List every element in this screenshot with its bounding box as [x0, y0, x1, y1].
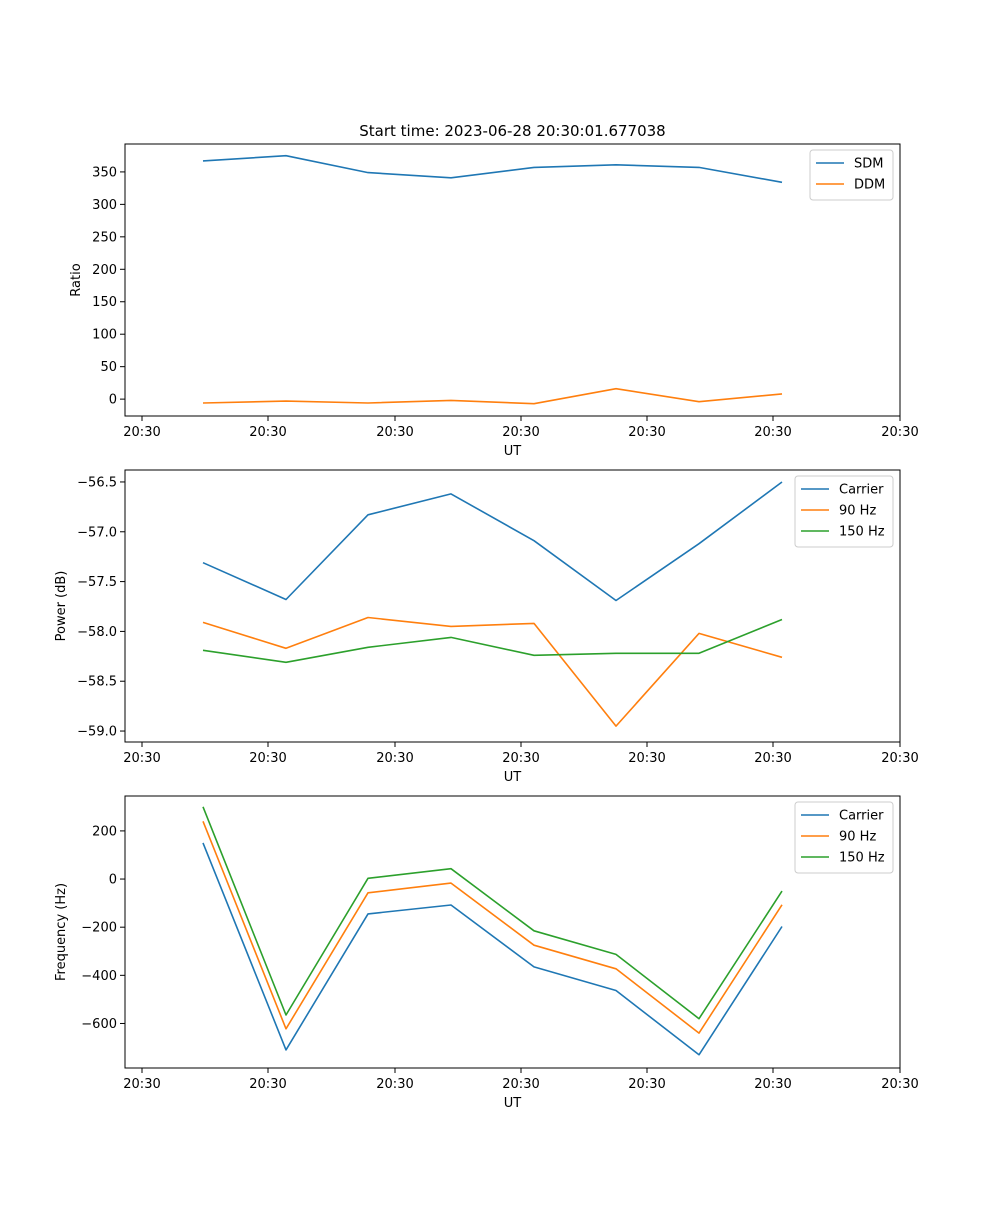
x-tick-label: 20:30	[249, 751, 286, 766]
axes-frame	[124, 469, 901, 743]
y-tick-label: −600	[81, 1017, 117, 1032]
legend-box	[794, 801, 894, 874]
x-tick-label: 20:30	[249, 1077, 286, 1092]
x-tick-label: 20:30	[628, 1077, 665, 1092]
x-tick-label: 20:30	[754, 751, 791, 766]
x-tick-label: 20:30	[123, 1077, 160, 1092]
legend-label: 150 Hz	[839, 851, 885, 866]
x-tick-label: 20:30	[376, 751, 413, 766]
x-axis-label: UT	[504, 770, 522, 785]
y-tick-label: 350	[92, 165, 117, 180]
legend-label: 150 Hz	[839, 525, 885, 540]
x-tick-label: 20:30	[628, 425, 665, 440]
y-axis-label: Frequency (Hz)	[54, 883, 69, 981]
y-tick-label: −58.0	[77, 625, 117, 640]
x-tick-label: 20:30	[502, 751, 539, 766]
legend-box	[794, 475, 894, 548]
figure-title: Start time: 2023-06-28 20:30:01.677038	[359, 122, 665, 140]
axes-frame	[124, 143, 901, 417]
x-tick-label: 20:30	[502, 425, 539, 440]
legend-label: DDM	[854, 178, 885, 193]
legend-label: Carrier	[839, 483, 884, 498]
y-tick-label: 100	[92, 328, 117, 343]
x-tick-label: 20:30	[376, 1077, 413, 1092]
panel-2: 20:30 20:30 20:30 20:30 20:30 20:30 20:30 −59.0…	[54, 469, 919, 785]
y-tick-label: −400	[81, 969, 117, 984]
y-tick-label: −56.5	[77, 475, 117, 490]
x-tick-label: 20:30	[754, 425, 791, 440]
x-tick-label: 20:30	[123, 751, 160, 766]
series-line-carrier	[202, 481, 783, 602]
y-tick-label: 300	[92, 198, 117, 213]
y-tick-label: 0	[109, 873, 117, 888]
x-tick-label: 20:30	[628, 751, 665, 766]
y-axis-label: Power (dB)	[54, 571, 69, 642]
legend-label: Carrier	[839, 809, 884, 824]
x-tick-label: 20:30	[881, 1077, 918, 1092]
y-tick-label: −59.0	[77, 725, 117, 740]
x-tick-label: 20:30	[123, 425, 160, 440]
x-tick-label: 20:30	[754, 1077, 791, 1092]
y-tick-label: −57.0	[77, 525, 117, 540]
series-line-ddm	[202, 387, 783, 405]
panel-3: 20:30 20:30 20:30 20:30 20:30 20:30 20:30 −600 −…	[54, 795, 919, 1111]
legend-label: 90 Hz	[839, 830, 876, 845]
series-line-150-hz	[202, 618, 783, 664]
legend-label: 90 Hz	[839, 504, 876, 519]
x-tick-label: 20:30	[502, 1077, 539, 1092]
legend: Carrier 90 Hz 150 Hz	[794, 801, 894, 874]
x-tick-label: 20:30	[376, 425, 413, 440]
axes-frame	[124, 795, 901, 1069]
series-line-sdm	[202, 154, 783, 184]
y-tick-label: 200	[92, 263, 117, 278]
y-tick-label: −200	[81, 921, 117, 936]
panels: 20:30 20:30 20:30 20:30 20:30 20:30 20:30 0 50 10…	[54, 143, 919, 1111]
x-tick-label: 20:30	[881, 425, 918, 440]
series-line-150-hz	[202, 806, 783, 1020]
x-tick-label: 20:30	[881, 751, 918, 766]
x-axis-label: UT	[504, 1096, 522, 1111]
y-tick-label: 0	[109, 393, 117, 408]
y-tick-label: 150	[92, 295, 117, 310]
x-tick-label: 20:30	[249, 425, 286, 440]
legend-label: SDM	[854, 157, 883, 172]
panel-1: 20:30 20:30 20:30 20:30 20:30 20:30 20:30 0 50 10…	[69, 143, 919, 459]
y-tick-label: −57.5	[77, 575, 117, 590]
series-line-90-hz	[202, 616, 783, 727]
y-tick-label: 250	[92, 230, 117, 245]
y-tick-label: 200	[92, 824, 117, 839]
y-tick-label: 50	[100, 360, 117, 375]
legend: Carrier 90 Hz 150 Hz	[794, 475, 894, 548]
y-axis-label: Ratio	[69, 263, 84, 296]
series-line-90-hz	[202, 821, 783, 1034]
x-axis-label: UT	[504, 444, 522, 459]
series-line-carrier	[202, 842, 783, 1056]
legend: SDM DDM	[809, 149, 894, 201]
y-tick-label: −58.5	[77, 675, 117, 690]
